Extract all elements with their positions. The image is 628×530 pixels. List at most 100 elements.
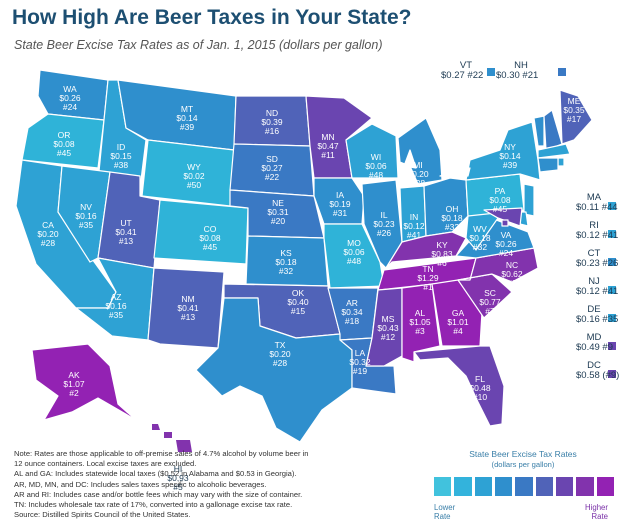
state-co (153, 199, 249, 265)
lake-shape (403, 149, 417, 169)
state-label-co: CO $0.08 #45 (199, 224, 221, 252)
map-subtitle: State Beer Excise Tax Rates as of Jan. 1… (14, 38, 383, 52)
lake-shape (371, 111, 413, 131)
state-label-ks: KS $0.18 #32 (275, 248, 297, 276)
callout-label-nj: NJ $0.12 #41 (576, 276, 618, 297)
state-nh (543, 109, 563, 151)
legend-title: State Beer Excise Tax Rates (469, 449, 577, 459)
callout-swatch-md (608, 342, 616, 350)
note-line: 12 ounce containers. Local excise taxes … (14, 459, 197, 469)
state-label-ak: AK $1.07 #2 (63, 370, 85, 398)
state-hi (152, 424, 192, 452)
state-label-wi: WI $0.06 #48 (365, 152, 387, 180)
state-wi (345, 123, 399, 179)
state-or (21, 113, 105, 169)
state-label-sd: SD $0.27 #22 (261, 154, 283, 182)
state-label-oh: OH $0.18 #32 (441, 204, 463, 232)
state-label-la: LA $0.32 #19 (349, 348, 371, 376)
legend-swatch (576, 477, 594, 496)
legend-color-scale (434, 477, 614, 496)
callout-label-ri: RI $0.12 #41 (576, 220, 618, 241)
legend-subtitle: (dollars per gallon) (491, 460, 555, 469)
legend-swatch (434, 477, 452, 496)
state-label-va: VA $0.26 #24 (495, 230, 517, 258)
state-label-pa: PA $0.08 #45 (489, 186, 511, 214)
note-line: TN: Includes wholesale tax rate of 17%, … (14, 500, 293, 510)
legend-swatch (596, 477, 614, 496)
callout-label-nh: NH $0.30 #21 (496, 60, 538, 81)
footnotes: Note: Rates are those applicable to off-… (14, 449, 399, 520)
state-label-id: ID $0.15 #38 (110, 142, 132, 170)
legend-swatch (535, 477, 553, 496)
state-label-wy: WY $0.02 #50 (183, 162, 205, 190)
state-label-nc: NC $0.62 #8 (501, 260, 523, 288)
state-md (483, 207, 523, 227)
callout-label-dc: DC $0.58 (#9) (576, 360, 619, 381)
state-nj (523, 183, 535, 217)
state-label-fl: FL $0.48 #10 (469, 374, 491, 402)
state-label-ne: NE $0.31 #20 (267, 198, 289, 226)
state-label-nv: NV $0.16 #35 (75, 202, 97, 230)
state-label-ky: KY $0.83 #6 (431, 240, 453, 268)
legend-swatch (555, 477, 574, 496)
legend-swatch (515, 477, 533, 496)
callout-label-de: DE $0.16 #35 (576, 304, 618, 325)
state-nc (457, 247, 539, 283)
note-line: Note: Rates are those applicable to off-… (14, 449, 309, 458)
state-nm (147, 267, 225, 349)
state-label-ga: GA $1.01 #4 (447, 308, 469, 336)
map-title: How High Are Beer Taxes in Your State? (12, 6, 412, 29)
state-label-ny: NY $0.14 #39 (499, 142, 521, 170)
legend-low-label: Lower Rate (434, 503, 456, 521)
state-label-ar: AR $0.34 #18 (341, 298, 363, 326)
state-tx (195, 297, 353, 443)
state-label-wv: WV $0.18 #32 (469, 224, 491, 252)
state-ri (557, 157, 565, 167)
note-line: AR, MD, MN, and DC: Includes sales taxes… (14, 479, 267, 489)
state-vt (533, 115, 545, 147)
note-line: AR and RI: Includes case and/or bottle f… (14, 489, 303, 499)
callout-label-vt: VT $0.27 #22 (441, 60, 483, 81)
state-label-in: IN $0.12 #41 (403, 212, 425, 240)
state-label-tn: TN $1.29 #1 (417, 264, 439, 292)
state-label-az: AZ $0.16 #35 (105, 292, 127, 320)
note-line: AL and GA: Includes statewide local taxe… (14, 469, 297, 479)
state-label-sc: SC $0.77 #7 (479, 288, 501, 316)
state-ma (537, 143, 571, 159)
callout-label-md: MD $0.49 #9 (576, 332, 613, 353)
legend-swatch (494, 477, 513, 496)
state-label-hi: HI $0.93 #5 (167, 464, 189, 492)
callout-swatch-nj (608, 286, 616, 294)
callout-swatch-ct (608, 258, 616, 266)
state-dc (501, 219, 509, 227)
state-label-mo: MO $0.06 #48 (343, 238, 365, 266)
callout-swatch-de (608, 314, 616, 322)
state-label-il: IL $0.23 #26 (373, 210, 395, 238)
callout-swatch-vt (487, 68, 495, 76)
state-nv (57, 165, 111, 263)
callout-swatch-ri (608, 230, 616, 238)
state-ct (537, 157, 559, 173)
state-fl (413, 345, 505, 427)
state-label-nm: NM $0.41 #13 (177, 294, 199, 322)
legend-swatch (454, 477, 472, 496)
state-ak (31, 343, 137, 421)
callout-swatch-nh (558, 68, 566, 76)
state-label-or: OR $0.08 #45 (53, 130, 75, 158)
state-label-nd: ND $0.39 #16 (261, 108, 283, 136)
state-label-me: ME $0.35 #17 (563, 96, 585, 124)
state-label-mi: MI $0.20 #28 (407, 160, 429, 188)
lake-shape (439, 167, 471, 177)
state-label-ut: UT $0.41 #13 (115, 218, 137, 246)
callout-label-ma: MA $0.11 #44 (576, 192, 618, 213)
state-label-al: AL $1.05 #3 (409, 308, 431, 336)
state-label-wa: WA $0.26 #24 (59, 84, 81, 112)
state-mi (397, 117, 443, 185)
legend-high-label: Higher Rate (585, 503, 608, 521)
state-label-mt: MT $0.14 #39 (176, 104, 198, 132)
callout-label-ct: CT $0.23 #26 (576, 248, 618, 269)
state-label-mn: MN $0.47 #11 (317, 132, 339, 160)
state-me (559, 89, 593, 145)
callout-swatch-dc (608, 370, 616, 378)
